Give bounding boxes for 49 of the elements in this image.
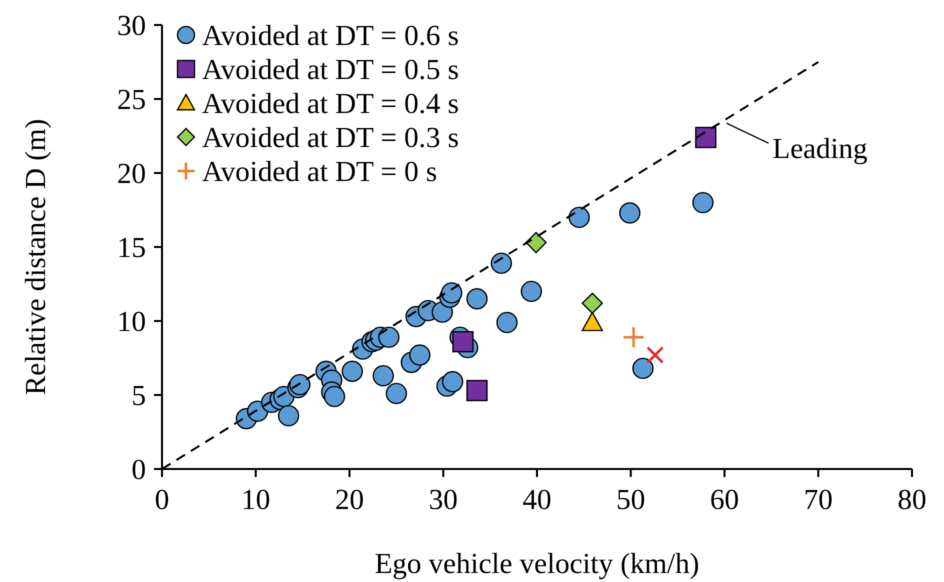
point <box>342 360 363 382</box>
point <box>466 380 488 402</box>
annotation: Leading <box>772 133 868 166</box>
y-tick-label: 20 <box>117 158 146 190</box>
x-tick-label: 80 <box>898 484 926 516</box>
x-axis-title: Ego vehicle velocity (km/h) <box>374 548 700 580</box>
x-tick-label: 20 <box>335 484 364 516</box>
point <box>278 405 300 426</box>
legend-label: Avoided at DT = 0.5 s <box>202 54 459 86</box>
point <box>324 386 346 408</box>
point <box>632 358 654 380</box>
y-tick-label: 5 <box>132 380 146 412</box>
point <box>378 326 400 348</box>
point <box>568 206 590 228</box>
x-tick-label: 40 <box>522 484 552 516</box>
x-tick-label: 50 <box>616 484 646 516</box>
point <box>520 280 542 302</box>
x-tick-label: 70 <box>804 484 833 516</box>
point <box>525 232 547 254</box>
point <box>622 326 645 349</box>
point <box>372 365 394 386</box>
point <box>490 252 512 274</box>
legend-label: Avoided at DT = 0.6 s <box>202 20 459 52</box>
y-tick-label: 10 <box>117 306 146 338</box>
point <box>582 292 603 314</box>
legend-label: Avoided at DT = 0.3 s <box>202 122 459 154</box>
point <box>466 288 488 310</box>
point <box>619 202 640 224</box>
x-tick-label: 30 <box>428 484 458 516</box>
point <box>582 312 603 332</box>
point <box>386 382 408 404</box>
point <box>442 371 464 392</box>
point <box>695 126 716 148</box>
legend-label: Avoided at DT = 0 s <box>202 156 438 188</box>
y-tick-label: 15 <box>117 232 146 264</box>
y-tick-label: 30 <box>117 10 146 42</box>
legend-label: Avoided at DT = 0.4 s <box>202 88 459 120</box>
y-tick-label: 0 <box>132 454 146 486</box>
y-axis-title: Relative distance D (m) <box>20 118 52 396</box>
x-tick-label: 60 <box>710 484 739 516</box>
x-tick-label: 0 <box>154 484 170 516</box>
point <box>496 312 518 334</box>
y-tick-label: 25 <box>117 84 146 116</box>
point <box>452 331 474 352</box>
point <box>441 282 462 304</box>
x-tick-label: 10 <box>241 484 270 516</box>
point <box>409 344 430 366</box>
point <box>692 192 714 214</box>
point <box>646 346 664 364</box>
